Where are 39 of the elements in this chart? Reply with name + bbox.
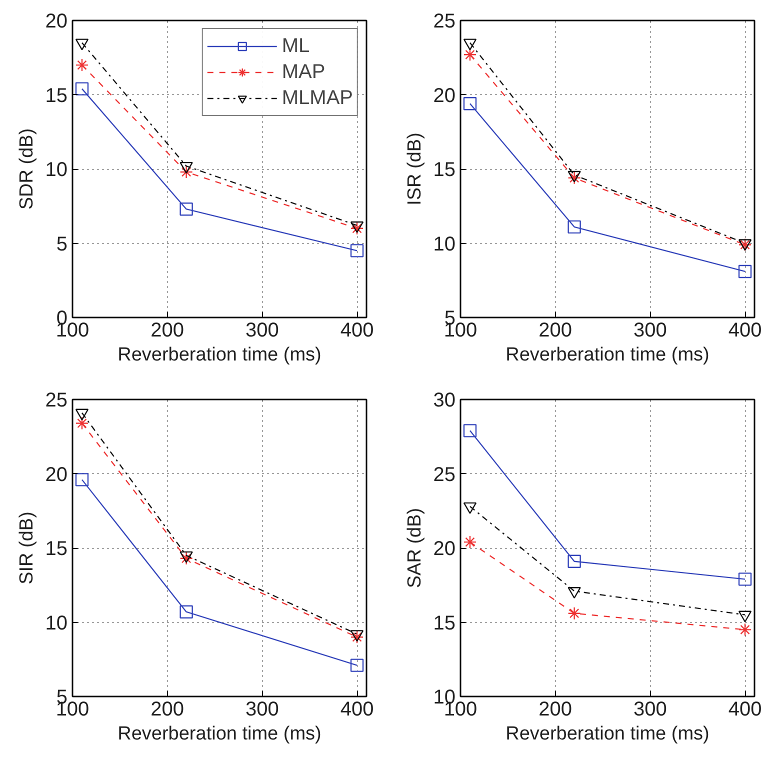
y-tick-label: 15 xyxy=(45,84,68,107)
x-tick-label: 200 xyxy=(538,698,572,720)
x-axis-title: Reverberation time (ms) xyxy=(506,724,710,744)
y-tick-label: 25 xyxy=(433,10,456,32)
y-tick-label: 25 xyxy=(45,390,68,412)
legend-label: MLMAP xyxy=(282,86,353,110)
y-tick-label: 20 xyxy=(45,10,68,32)
y-tick-label: 15 xyxy=(433,612,456,634)
x-tick-label: 300 xyxy=(245,320,279,342)
legend-label: ML xyxy=(282,34,310,58)
y-tick-label: 10 xyxy=(433,233,456,256)
y-tick-label: 15 xyxy=(45,538,68,560)
y-tick-label: 10 xyxy=(45,159,68,181)
x-tick-label: 200 xyxy=(150,698,184,720)
y-tick-label: 20 xyxy=(433,84,456,107)
y-tick-label: 30 xyxy=(433,390,456,412)
legend-label: MAP xyxy=(282,60,326,84)
x-tick-label: 200 xyxy=(538,320,572,342)
y-axis-title: ISR (dB) xyxy=(404,132,426,206)
y-tick-label: 25 xyxy=(433,464,456,486)
x-tick-label: 300 xyxy=(633,320,667,342)
y-axis-title: SDR (dB) xyxy=(16,128,38,210)
y-tick-label: 20 xyxy=(45,464,68,486)
x-tick-label: 300 xyxy=(633,698,667,720)
y-tick-label: 15 xyxy=(433,159,456,181)
x-tick-label: 200 xyxy=(150,320,184,342)
x-axis-title: Reverberation time (ms) xyxy=(506,344,710,366)
y-tick-label: 10 xyxy=(45,612,68,634)
y-tick-label: 20 xyxy=(433,538,456,560)
x-tick-label: 400 xyxy=(728,698,762,720)
x-tick-label: 400 xyxy=(728,320,762,342)
y-axis-title: SIR (dB) xyxy=(16,512,38,584)
x-axis-title: Reverberation time (ms) xyxy=(118,344,322,366)
x-tick-label: 400 xyxy=(340,320,374,342)
x-tick-label: 400 xyxy=(340,698,374,720)
y-tick-label: 5 xyxy=(56,233,68,256)
x-tick-label: 300 xyxy=(245,698,279,720)
x-axis-title: Reverberation time (ms) xyxy=(118,724,322,744)
y-axis-title: SAR (dB) xyxy=(404,508,426,588)
